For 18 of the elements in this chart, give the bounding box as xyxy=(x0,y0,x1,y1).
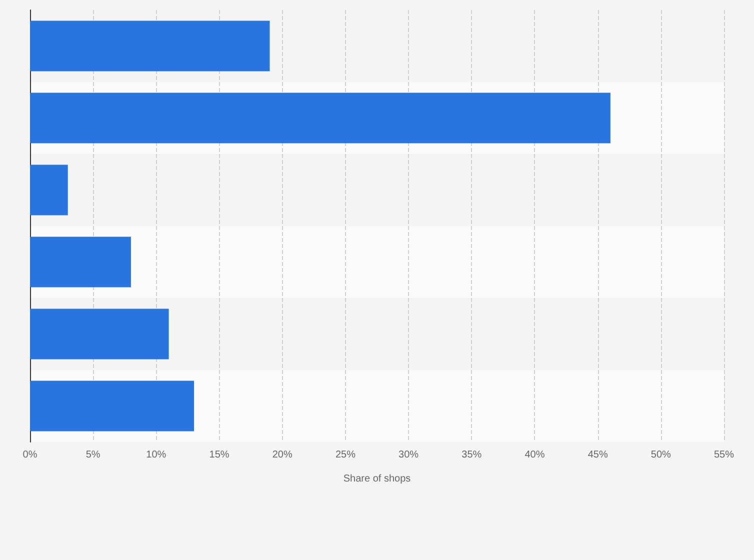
x-tick-label: 55% xyxy=(714,450,734,460)
x-tick-label: 30% xyxy=(398,450,419,460)
x-tick-label: 5% xyxy=(86,450,100,460)
bar xyxy=(30,236,131,288)
x-axis-title: Share of shops xyxy=(343,474,411,484)
x-tick-label: 40% xyxy=(524,450,545,460)
x-tick-label: 10% xyxy=(146,450,166,460)
bar xyxy=(30,20,270,72)
x-tick-label: 45% xyxy=(588,450,608,460)
x-tick-label: 50% xyxy=(650,450,672,460)
x-tick-label: 20% xyxy=(272,450,292,460)
bar xyxy=(30,308,169,360)
x-tick-label: 35% xyxy=(462,450,482,460)
x-tick-label: 0% xyxy=(22,450,38,460)
bar xyxy=(30,380,194,432)
x-tick-label: 25% xyxy=(335,450,356,460)
x-tick-label: 15% xyxy=(209,450,230,460)
bar xyxy=(30,164,68,216)
